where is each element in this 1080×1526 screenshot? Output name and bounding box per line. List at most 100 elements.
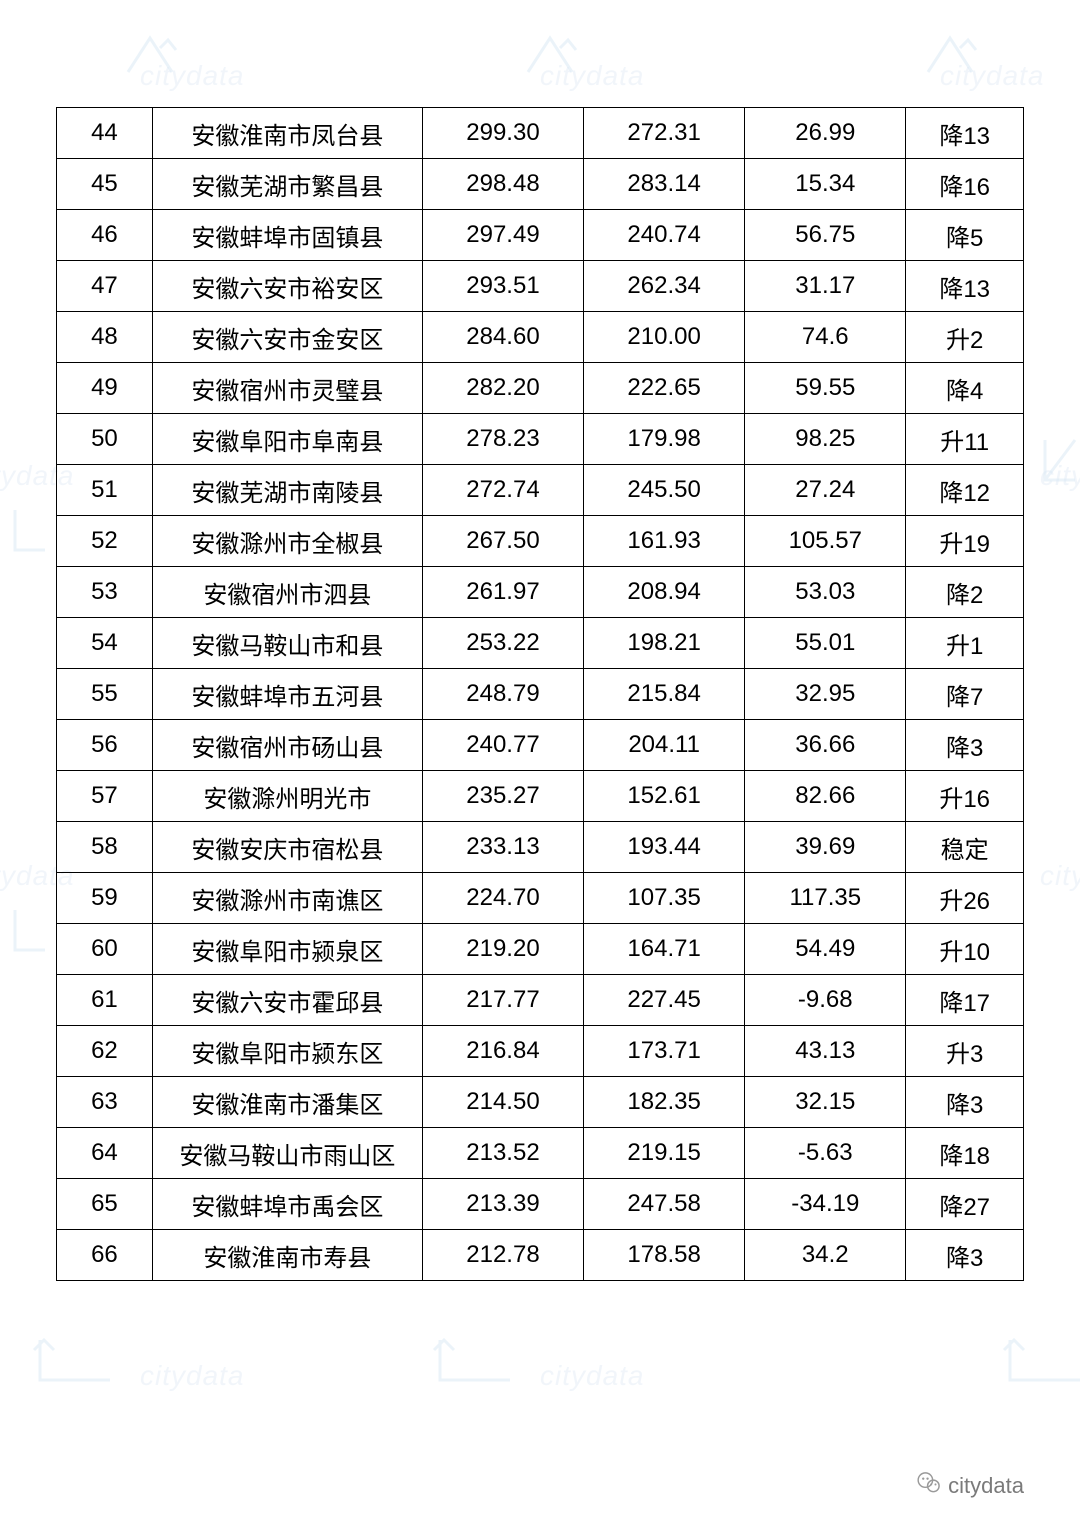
cell-v3: 53.03 bbox=[745, 567, 906, 618]
cell-v2: 164.71 bbox=[584, 924, 745, 975]
cell-name: 安徽六安市裕安区 bbox=[152, 261, 422, 312]
watermark-icon bbox=[30, 1330, 120, 1395]
cell-name: 安徽马鞍山市雨山区 bbox=[152, 1128, 422, 1179]
cell-v2: 178.58 bbox=[584, 1230, 745, 1281]
cell-v3: 15.34 bbox=[745, 159, 906, 210]
cell-rank: 45 bbox=[57, 159, 153, 210]
table-row: 52安徽滁州市全椒县267.50161.93105.57升19 bbox=[57, 516, 1024, 567]
cell-v1: 213.39 bbox=[422, 1179, 583, 1230]
cell-v3: 34.2 bbox=[745, 1230, 906, 1281]
watermark-icon bbox=[430, 1330, 520, 1395]
table-row: 45安徽芜湖市繁昌县298.48283.1415.34降16 bbox=[57, 159, 1024, 210]
cell-rank: 49 bbox=[57, 363, 153, 414]
cell-v1: 284.60 bbox=[422, 312, 583, 363]
cell-change: 降13 bbox=[906, 261, 1024, 312]
cell-rank: 55 bbox=[57, 669, 153, 720]
cell-change: 降17 bbox=[906, 975, 1024, 1026]
table-row: 56安徽宿州市砀山县240.77204.1136.66降3 bbox=[57, 720, 1024, 771]
watermark-icon bbox=[1000, 1330, 1080, 1395]
cell-v3: 74.6 bbox=[745, 312, 906, 363]
table-row: 61安徽六安市霍邱县217.77227.45-9.68降17 bbox=[57, 975, 1024, 1026]
cell-change: 降2 bbox=[906, 567, 1024, 618]
watermark-icon bbox=[520, 30, 580, 85]
cell-v3: 117.35 bbox=[745, 873, 906, 924]
cell-v1: 235.27 bbox=[422, 771, 583, 822]
cell-name: 安徽滁州明光市 bbox=[152, 771, 422, 822]
cell-v2: 227.45 bbox=[584, 975, 745, 1026]
data-table-container: 44安徽淮南市凤台县299.30272.3126.99降1345安徽芜湖市繁昌县… bbox=[56, 107, 1024, 1281]
cell-v1: 298.48 bbox=[422, 159, 583, 210]
cell-name: 安徽芜湖市繁昌县 bbox=[152, 159, 422, 210]
cell-v1: 213.52 bbox=[422, 1128, 583, 1179]
cell-name: 安徽阜阳市颍泉区 bbox=[152, 924, 422, 975]
watermark-text: citydata bbox=[940, 60, 1045, 92]
cell-v3: 56.75 bbox=[745, 210, 906, 261]
cell-name: 安徽宿州市灵璧县 bbox=[152, 363, 422, 414]
wechat-icon bbox=[916, 1470, 942, 1502]
cell-change: 降27 bbox=[906, 1179, 1024, 1230]
cell-rank: 59 bbox=[57, 873, 153, 924]
cell-rank: 44 bbox=[57, 108, 153, 159]
table-row: 66安徽淮南市寿县212.78178.5834.2降3 bbox=[57, 1230, 1024, 1281]
cell-v3: 27.24 bbox=[745, 465, 906, 516]
table-row: 60安徽阜阳市颍泉区219.20164.7154.49升10 bbox=[57, 924, 1024, 975]
table-row: 54安徽马鞍山市和县253.22198.2155.01升1 bbox=[57, 618, 1024, 669]
cell-rank: 48 bbox=[57, 312, 153, 363]
watermark-icon bbox=[10, 900, 50, 965]
cell-v1: 253.22 bbox=[422, 618, 583, 669]
cell-rank: 56 bbox=[57, 720, 153, 771]
cell-v1: 216.84 bbox=[422, 1026, 583, 1077]
cell-v3: 31.17 bbox=[745, 261, 906, 312]
cell-v2: 240.74 bbox=[584, 210, 745, 261]
cell-name: 安徽芜湖市南陵县 bbox=[152, 465, 422, 516]
cell-name: 安徽蚌埠市禹会区 bbox=[152, 1179, 422, 1230]
cell-rank: 54 bbox=[57, 618, 153, 669]
cell-v3: 36.66 bbox=[745, 720, 906, 771]
cell-change: 升11 bbox=[906, 414, 1024, 465]
cell-change: 降7 bbox=[906, 669, 1024, 720]
cell-v3: -9.68 bbox=[745, 975, 906, 1026]
cell-change: 升10 bbox=[906, 924, 1024, 975]
cell-v3: 105.57 bbox=[745, 516, 906, 567]
watermark-icon bbox=[1040, 430, 1080, 495]
cell-v2: 161.93 bbox=[584, 516, 745, 567]
cell-change: 降16 bbox=[906, 159, 1024, 210]
cell-v3: 98.25 bbox=[745, 414, 906, 465]
watermark-icon bbox=[120, 30, 180, 85]
cell-v3: 32.15 bbox=[745, 1077, 906, 1128]
cell-v1: 248.79 bbox=[422, 669, 583, 720]
footer-credit: citydata bbox=[916, 1470, 1024, 1502]
cell-name: 安徽宿州市砀山县 bbox=[152, 720, 422, 771]
cell-v1: 267.50 bbox=[422, 516, 583, 567]
cell-v3: 82.66 bbox=[745, 771, 906, 822]
cell-v1: 272.74 bbox=[422, 465, 583, 516]
cell-v1: 299.30 bbox=[422, 108, 583, 159]
cell-v3: 39.69 bbox=[745, 822, 906, 873]
cell-v1: 278.23 bbox=[422, 414, 583, 465]
cell-v1: 282.20 bbox=[422, 363, 583, 414]
cell-change: 降3 bbox=[906, 1230, 1024, 1281]
cell-rank: 62 bbox=[57, 1026, 153, 1077]
cell-rank: 51 bbox=[57, 465, 153, 516]
watermark-text: citydata bbox=[1040, 460, 1080, 492]
cell-change: 降12 bbox=[906, 465, 1024, 516]
cell-v3: -34.19 bbox=[745, 1179, 906, 1230]
cell-v2: 272.31 bbox=[584, 108, 745, 159]
cell-v2: 182.35 bbox=[584, 1077, 745, 1128]
table-row: 63安徽淮南市潘集区214.50182.3532.15降3 bbox=[57, 1077, 1024, 1128]
table-row: 46安徽蚌埠市固镇县297.49240.7456.75降5 bbox=[57, 210, 1024, 261]
cell-v1: 212.78 bbox=[422, 1230, 583, 1281]
cell-change: 降3 bbox=[906, 1077, 1024, 1128]
watermark-icon bbox=[920, 30, 980, 85]
table-row: 48安徽六安市金安区284.60210.0074.6升2 bbox=[57, 312, 1024, 363]
watermark-text: citydata bbox=[540, 1360, 645, 1392]
cell-name: 安徽马鞍山市和县 bbox=[152, 618, 422, 669]
watermark-text: citydata bbox=[140, 1360, 245, 1392]
cell-name: 安徽淮南市潘集区 bbox=[152, 1077, 422, 1128]
table-row: 57安徽滁州明光市235.27152.6182.66升16 bbox=[57, 771, 1024, 822]
cell-change: 降13 bbox=[906, 108, 1024, 159]
watermark-text: citydata bbox=[140, 60, 245, 92]
cell-v2: 173.71 bbox=[584, 1026, 745, 1077]
cell-v2: 204.11 bbox=[584, 720, 745, 771]
watermark-icon bbox=[10, 500, 50, 565]
